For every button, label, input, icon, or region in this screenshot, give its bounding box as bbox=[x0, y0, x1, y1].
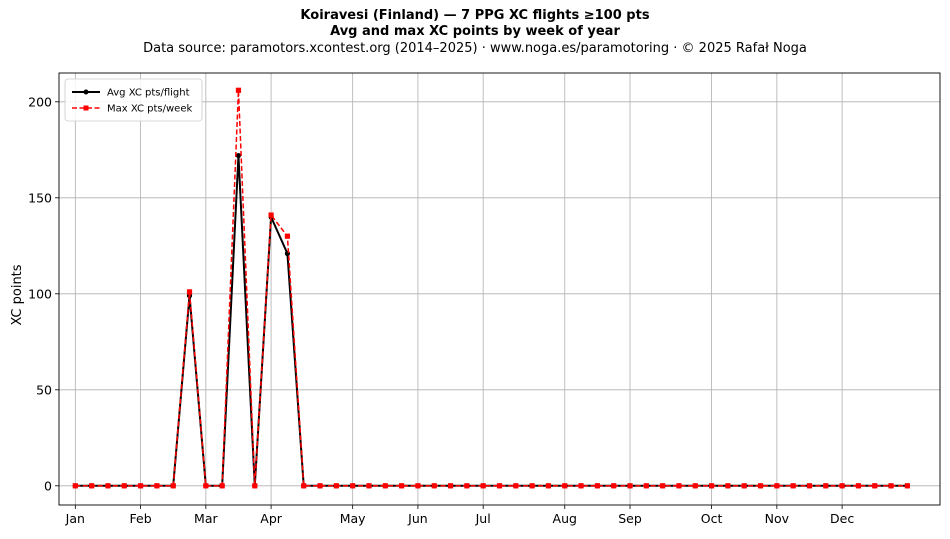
data-point bbox=[186, 289, 193, 295]
axes: Jan Feb Mar Apr May Jun Jul Aug Sep Oct Nov Dec 0 50 1… bbox=[28, 72, 941, 526]
data-point bbox=[268, 212, 274, 218]
x-tick-label: Jan bbox=[65, 511, 85, 526]
x-tick-label: Jun bbox=[407, 511, 428, 526]
x-tick-label: Apr bbox=[260, 511, 282, 526]
data-point bbox=[545, 483, 552, 489]
data-point bbox=[823, 483, 829, 489]
series-line-avg bbox=[75, 154, 908, 487]
data-point bbox=[382, 483, 388, 489]
data-point bbox=[284, 250, 291, 257]
series-line-max bbox=[75, 89, 908, 487]
x-tick-label: Mar bbox=[194, 511, 218, 526]
y-tick-label: 100 bbox=[28, 286, 52, 301]
series-group bbox=[72, 87, 910, 489]
data-point bbox=[496, 483, 503, 489]
data-point bbox=[72, 483, 78, 489]
data-point bbox=[235, 87, 242, 93]
data-point bbox=[350, 483, 356, 489]
data-point bbox=[757, 483, 764, 489]
data-point bbox=[774, 483, 780, 489]
x-tick-label: Dec bbox=[830, 511, 854, 526]
data-point bbox=[333, 483, 339, 489]
legend-marker bbox=[83, 105, 89, 111]
legend-box bbox=[64, 78, 203, 122]
data-point bbox=[725, 483, 731, 489]
data-point bbox=[235, 152, 242, 159]
x-tick-label: Nov bbox=[765, 511, 790, 526]
y-tick-label: 200 bbox=[28, 94, 52, 109]
data-point bbox=[529, 483, 535, 489]
data-point bbox=[366, 483, 372, 489]
x-tick-label: May bbox=[340, 511, 366, 526]
data-point bbox=[301, 483, 307, 489]
data-point bbox=[464, 483, 470, 489]
data-point bbox=[627, 483, 633, 489]
data-point bbox=[89, 483, 95, 489]
data-point bbox=[203, 483, 209, 489]
data-point bbox=[594, 483, 600, 489]
data-point bbox=[708, 483, 715, 489]
x-tick-label: Sep bbox=[618, 511, 642, 526]
legend-marker bbox=[83, 89, 89, 95]
data-point bbox=[137, 483, 144, 489]
data-point bbox=[415, 483, 421, 489]
data-point bbox=[806, 483, 813, 489]
data-point bbox=[888, 483, 894, 489]
x-tick-label: Jul bbox=[475, 511, 491, 526]
data-point bbox=[578, 483, 584, 489]
data-point bbox=[317, 483, 323, 489]
data-point bbox=[399, 483, 405, 489]
data-point bbox=[284, 233, 291, 239]
data-point bbox=[676, 483, 682, 489]
data-point bbox=[562, 483, 568, 489]
data-source-note: Data source: paramotors.xcontest.org (20… bbox=[143, 41, 807, 56]
data-point bbox=[105, 483, 111, 489]
data-point bbox=[872, 483, 878, 489]
data-point bbox=[660, 483, 666, 489]
data-point bbox=[170, 483, 176, 489]
chart-subtitle: Avg and max XC points by week of year bbox=[330, 24, 620, 39]
legend-label: Max XC pts/week bbox=[107, 104, 192, 115]
chart-title-block: Koiravesi (Finland) — 7 PPG XC flights ≥… bbox=[0, 8, 950, 57]
y-tick-label: 0 bbox=[44, 478, 52, 493]
data-point bbox=[431, 483, 437, 489]
data-point bbox=[839, 483, 845, 489]
legend: Avg XC pts/flight Max XC pts/week bbox=[64, 78, 203, 122]
data-point bbox=[154, 483, 160, 489]
data-point bbox=[447, 483, 454, 489]
data-point bbox=[904, 483, 910, 489]
data-point bbox=[741, 483, 747, 489]
data-point bbox=[790, 483, 796, 489]
data-point bbox=[219, 483, 225, 489]
data-point bbox=[121, 483, 127, 489]
x-tick-label: Feb bbox=[130, 511, 152, 526]
data-point bbox=[252, 483, 258, 489]
data-point bbox=[643, 483, 649, 489]
x-tick-label: Aug bbox=[553, 511, 577, 526]
plot-frame bbox=[58, 72, 941, 506]
data-point bbox=[692, 483, 698, 489]
chart-title: Koiravesi (Finland) — 7 PPG XC flights ≥… bbox=[300, 8, 650, 23]
data-point bbox=[513, 483, 519, 489]
y-tick-label: 150 bbox=[28, 190, 52, 205]
data-point bbox=[480, 483, 486, 489]
legend-label: Avg XC pts/flight bbox=[107, 88, 190, 99]
grid bbox=[59, 73, 940, 505]
x-tick-label: Oct bbox=[701, 511, 723, 526]
data-point bbox=[855, 483, 862, 489]
y-axis-label: XC points bbox=[10, 264, 25, 325]
data-point bbox=[611, 483, 617, 489]
y-tick-label: 50 bbox=[36, 382, 52, 397]
